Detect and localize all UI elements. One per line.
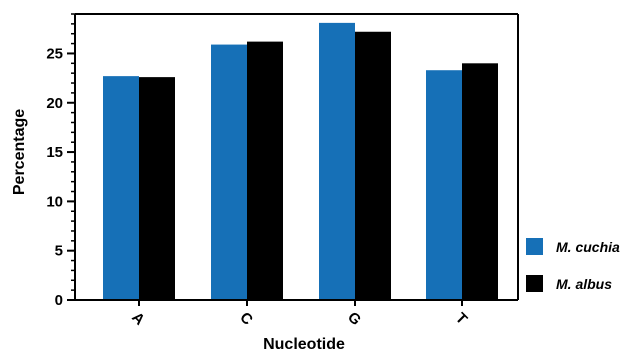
legend-label-series1: M. cuchia (556, 239, 620, 255)
bar-G-series2 (355, 31, 391, 301)
bar-C-series1 (211, 44, 247, 300)
y-tick-label: 0 (55, 292, 63, 309)
bar-A-series1 (103, 76, 139, 300)
x-tick-label-A: A (128, 309, 148, 329)
bar-T-series2 (462, 63, 498, 300)
y-tick-label: 5 (55, 243, 63, 260)
x-tick-label-G: G (344, 309, 364, 329)
x-tick-label-T: T (452, 310, 471, 329)
y-tick-label: 25 (46, 45, 63, 62)
legend-swatch-series2 (526, 275, 543, 292)
y-tick-label: 10 (46, 193, 63, 210)
bar-T-series1 (426, 70, 462, 300)
y-tick-label: 20 (46, 95, 63, 112)
legend: M. cuchia M. albus (526, 238, 620, 292)
x-axis-title: Nucleotide (263, 336, 345, 353)
y-axis-title: Percentage (11, 109, 28, 195)
axes: 0 5 10 15 20 25 A C G T (46, 13, 519, 329)
bar-C-series2 (247, 41, 283, 300)
bar-A-series2 (139, 77, 175, 300)
plot-area (103, 22, 498, 301)
bar-G-series1 (319, 22, 355, 301)
legend-label-series2: M. albus (556, 276, 612, 292)
y-tick-label: 15 (46, 144, 63, 161)
legend-swatch-series1 (526, 238, 543, 255)
x-tick-label-C: C (236, 309, 256, 329)
